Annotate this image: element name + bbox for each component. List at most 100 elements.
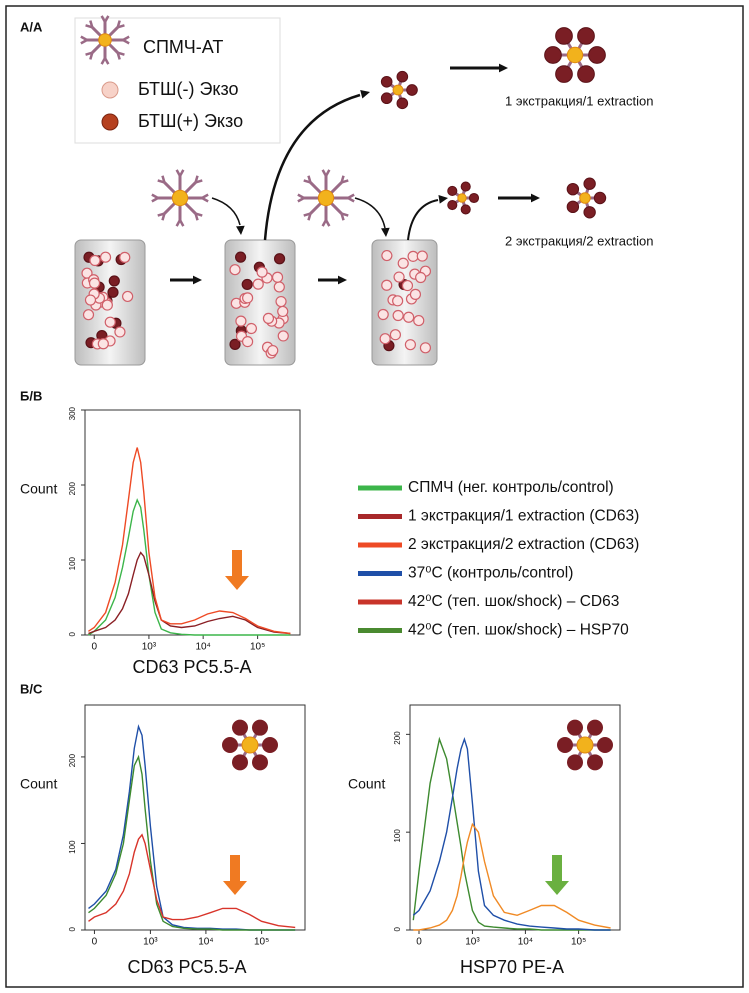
- legend-label: 42⁰C (теп. шок/shock) – CD63: [408, 593, 619, 610]
- exosome-negative: [122, 290, 134, 303]
- x-tick-label: 10⁴: [198, 937, 213, 948]
- exosome-negative: [229, 264, 241, 276]
- exosome-negative: [416, 250, 428, 262]
- plot-area: [84, 409, 301, 636]
- antibody-arm: [178, 219, 185, 227]
- arrow-head: [438, 195, 448, 204]
- antibody-arm: [303, 179, 311, 184]
- antibody-arm: [341, 212, 349, 217]
- exosome-positive: [241, 278, 253, 291]
- antibody-arm: [340, 175, 345, 183]
- histogram-line: [88, 498, 291, 636]
- step-label: 2 экстракция/2 extraction: [505, 233, 653, 248]
- y-tick-label: 100: [68, 556, 77, 570]
- exosome-negative: [392, 309, 404, 322]
- antibody-arm: [157, 179, 165, 184]
- x-tick-label: 10⁵: [571, 937, 586, 948]
- nanoparticle-icon: [297, 169, 355, 227]
- particle-core: [457, 193, 467, 203]
- exosome-negative: [241, 292, 254, 304]
- exosome-negative: [415, 271, 427, 284]
- particle-core: [241, 736, 259, 754]
- y-tick-label: 200: [393, 731, 402, 745]
- x-tick-label: 10⁴: [195, 642, 210, 653]
- exosome: [396, 70, 409, 83]
- legend-label: 1 экстракция/1 extraction (CD63): [408, 508, 639, 525]
- antibody-arm: [297, 196, 305, 203]
- exosome: [544, 46, 562, 64]
- antibody-arm: [89, 52, 94, 60]
- y-tick-label: 300: [68, 406, 77, 420]
- exosome-negative: [252, 278, 264, 290]
- exosome-negative: [393, 271, 405, 283]
- exosome: [587, 754, 603, 771]
- exosome-negative: [235, 315, 247, 327]
- exosome: [557, 737, 573, 753]
- exosome: [447, 199, 458, 211]
- y-axis-label: Count: [348, 776, 385, 792]
- x-tick-label: 0: [416, 937, 422, 948]
- exosome: [252, 719, 268, 736]
- exosome-positive: [229, 338, 241, 350]
- exosome: [597, 737, 613, 753]
- x-tick-label: 10³: [143, 937, 158, 948]
- exosome-positive: [273, 253, 286, 265]
- x-axis-label: CD63 PC5.5-A: [132, 657, 251, 677]
- exosome-negative: [392, 295, 404, 307]
- arrow: [263, 93, 361, 241]
- exosome-negative: [403, 311, 415, 323]
- x-axis-label: CD63 PC5.5-A: [127, 957, 246, 977]
- y-tick-label: 200: [68, 753, 77, 767]
- y-tick-label: 100: [393, 829, 402, 843]
- arrow-head: [360, 90, 370, 99]
- exosome-negative: [401, 279, 414, 292]
- particle-core: [317, 189, 335, 207]
- exosome-negative: [88, 277, 101, 289]
- antibody-arm: [321, 169, 328, 177]
- antibody-arm: [161, 213, 166, 221]
- antibody-arm: [103, 57, 110, 65]
- histogram-line: [88, 833, 296, 929]
- histogram-line: [88, 551, 291, 635]
- particle-core: [171, 189, 189, 207]
- particle-core: [392, 84, 404, 96]
- exosome: [252, 754, 268, 771]
- antibody-arm: [347, 193, 355, 200]
- nanoparticle-icon: [380, 70, 418, 110]
- y-tick-label: 200: [68, 481, 77, 495]
- antibody-arm: [194, 175, 199, 183]
- exosome-negative: [389, 329, 402, 341]
- exosome: [396, 97, 409, 110]
- exosome-negative: [377, 308, 389, 321]
- legend-label: СПМЧ (нег. контроль/control): [408, 479, 614, 496]
- panel-label: В/С: [20, 681, 43, 696]
- legend-text: СПМЧ-АТ: [143, 37, 223, 57]
- antibody-arm: [175, 169, 182, 177]
- exosome-negative: [241, 335, 254, 348]
- exosome-negative: [256, 266, 268, 278]
- particle-core: [579, 192, 591, 204]
- nanoparticle-icon: [80, 15, 130, 65]
- legend-label: 42⁰C (теп. шок/shock) – HSP70: [408, 622, 629, 639]
- arrow: [211, 197, 241, 226]
- x-tick-label: 10⁴: [518, 937, 533, 948]
- antibody-arm: [100, 15, 107, 23]
- exosome: [468, 192, 480, 204]
- exosome: [380, 92, 393, 105]
- exosome: [566, 182, 580, 196]
- exosome-negative: [409, 288, 422, 300]
- particle-core: [566, 46, 584, 64]
- exosome-negative: [119, 251, 131, 263]
- particle-core: [98, 33, 112, 47]
- y-tick-label: 100: [68, 840, 77, 854]
- x-tick-label: 10⁵: [254, 937, 269, 948]
- x-tick-label: 10³: [465, 937, 480, 948]
- y-tick-label: 0: [68, 631, 77, 636]
- panel-label: А/А: [20, 19, 43, 34]
- exosome: [380, 75, 393, 88]
- exosome-negative: [397, 257, 409, 269]
- exosome-negative: [277, 305, 289, 318]
- arrow-head: [498, 63, 508, 73]
- exosome: [583, 177, 596, 190]
- antibody-arm: [116, 20, 121, 28]
